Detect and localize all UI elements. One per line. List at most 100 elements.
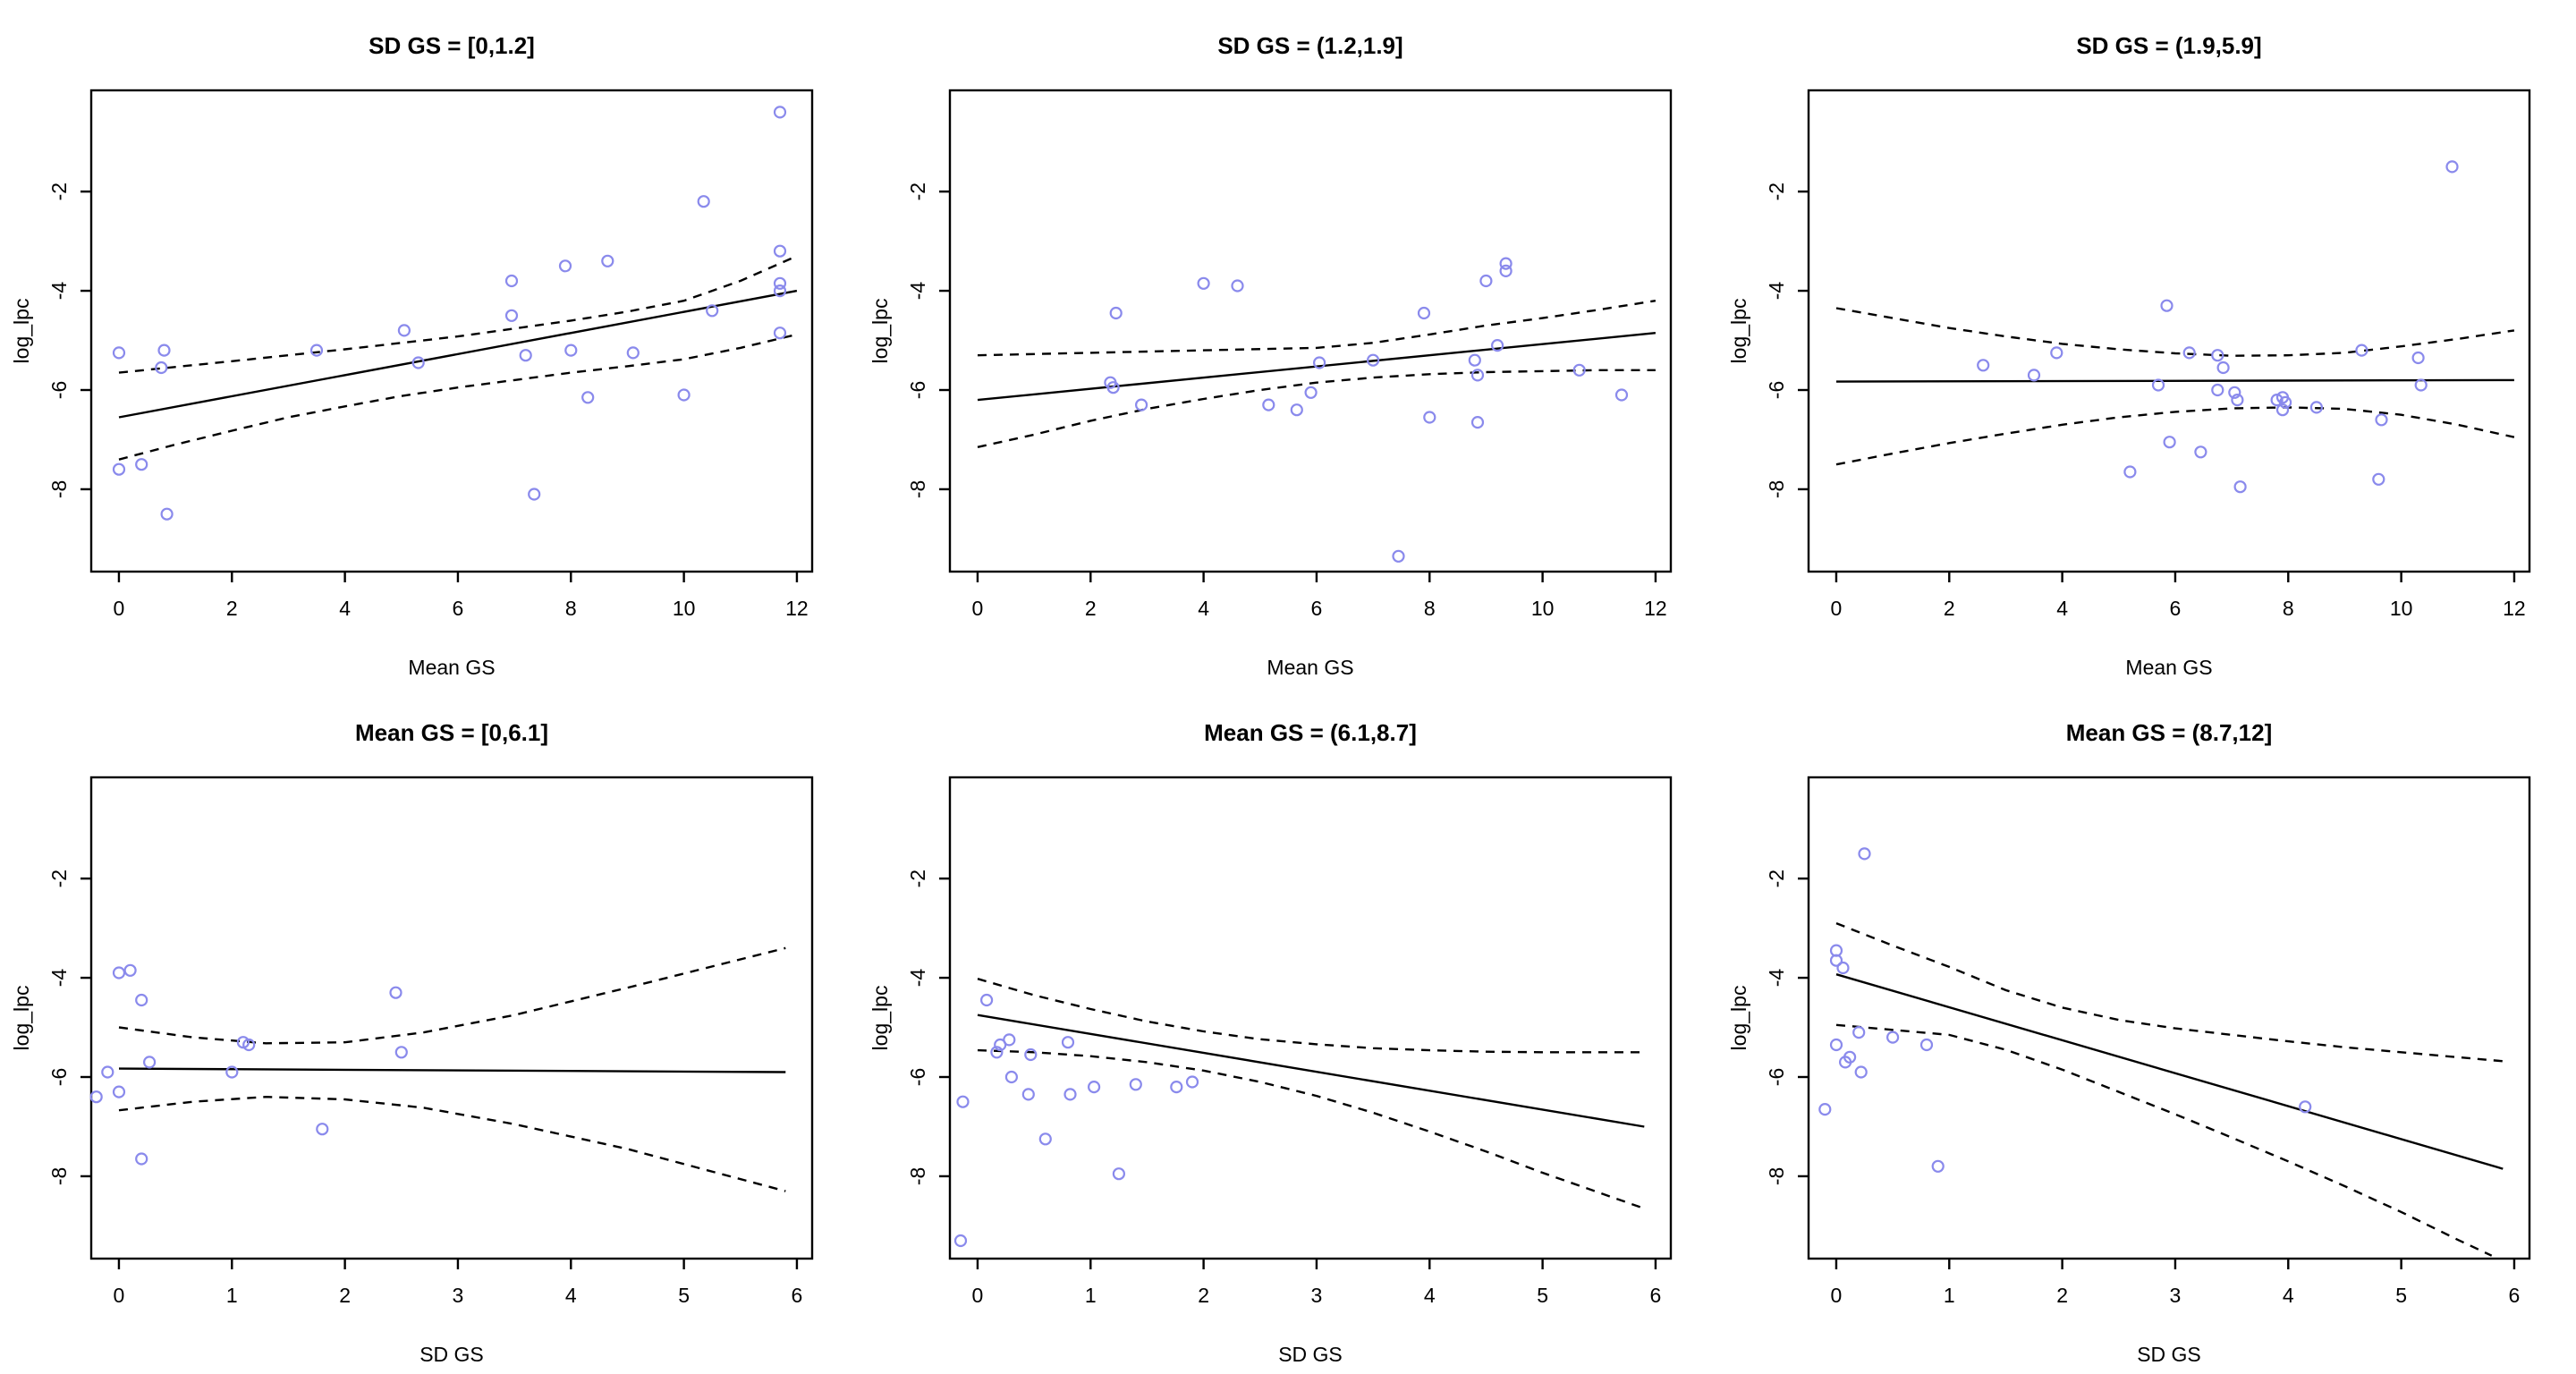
data-point	[528, 488, 541, 501]
fit-line	[118, 1067, 786, 1073]
data-point	[2151, 378, 2165, 392]
data-point	[160, 507, 174, 521]
data-point	[1479, 274, 1493, 288]
x-tick-label: 4	[1424, 1284, 1436, 1307]
x-tick-label: 2	[1198, 1284, 1209, 1307]
panel-3: SD GS = (1.9,5.9] 0 2 4 6 8 10 12 -2 -4 -6 -8 Mean G…	[1717, 0, 2576, 687]
data-point	[2027, 369, 2041, 382]
data-point	[1499, 257, 1513, 270]
data-point	[135, 458, 148, 471]
data-point	[1854, 1065, 1868, 1079]
plot-box	[89, 776, 814, 1260]
data-point	[316, 1123, 329, 1136]
x-tick-label: 8	[1424, 597, 1436, 620]
data-point	[2275, 403, 2290, 417]
y-axis-label: log_lpc	[869, 299, 892, 364]
x-tick-label: 1	[226, 1284, 238, 1307]
x-tick-label: 3	[1311, 1284, 1323, 1307]
fit-line	[977, 1014, 1645, 1128]
x-tick-label: 4	[565, 1284, 577, 1307]
x-tick-label: 0	[1831, 1284, 1843, 1307]
data-point	[1170, 1081, 1183, 1094]
data-point	[1829, 1038, 1843, 1052]
y-tick-label: -8	[1765, 480, 1788, 498]
data-point	[1366, 353, 1380, 367]
x-tick-label: 4	[339, 597, 351, 620]
x-tick-label: 2	[1944, 597, 1955, 620]
x-tick-label: 0	[114, 1284, 125, 1307]
confidence-band-lower	[977, 369, 1656, 448]
x-tick-label: 6	[1650, 1284, 1662, 1307]
data-point	[1852, 1026, 1866, 1039]
y-tick-label: -8	[906, 1167, 929, 1185]
data-point	[411, 356, 425, 369]
y-tick-label: -2	[906, 869, 929, 887]
data-point	[112, 1085, 126, 1098]
data-point	[2355, 344, 2368, 357]
data-point	[773, 276, 787, 290]
data-point	[1490, 339, 1504, 352]
data-point	[504, 309, 519, 322]
confidence-band-lower	[118, 333, 798, 461]
data-point	[1843, 1050, 1857, 1064]
y-tick-label: -6	[1765, 381, 1788, 399]
x-tick-label: 4	[2283, 1284, 2294, 1307]
data-point	[1109, 306, 1123, 320]
y-tick-label: -6	[906, 381, 929, 399]
data-point	[1231, 279, 1244, 293]
confidence-band-upper	[118, 946, 786, 1045]
data-point	[2411, 351, 2425, 365]
data-point	[112, 346, 126, 360]
data-point	[397, 324, 411, 337]
data-point	[2182, 346, 2196, 360]
x-tick-label: 8	[2283, 597, 2294, 620]
data-point	[1919, 1038, 1934, 1052]
x-tick-label: 5	[678, 1284, 690, 1307]
x-axis-label: SD GS	[2137, 1343, 2201, 1366]
data-point	[2163, 436, 2176, 449]
data-point	[2278, 395, 2292, 409]
data-point	[677, 388, 691, 402]
panel-title: SD GS = (1.9,5.9]	[2076, 32, 2261, 59]
data-point	[697, 195, 710, 208]
plot-box	[948, 89, 1673, 573]
x-axis-label: Mean GS	[2125, 656, 2212, 679]
y-tick-label: -4	[47, 282, 71, 301]
data-point	[1836, 961, 1850, 975]
plot-box	[89, 89, 814, 573]
y-tick-label: -6	[47, 381, 71, 399]
data-point	[706, 304, 719, 318]
data-point	[1262, 398, 1275, 411]
panel-1: SD GS = [0,1.2] 0 2 4 6 8 10 12 -2 -4 -6 -8 Mean GS l…	[0, 0, 859, 687]
data-point	[2160, 299, 2174, 312]
x-tick-label: 12	[2503, 597, 2526, 620]
confidence-band-upper	[1835, 307, 2515, 357]
data-point	[1392, 549, 1405, 563]
data-point	[2216, 360, 2230, 375]
data-point	[309, 344, 324, 357]
data-point	[394, 1046, 408, 1059]
x-axis-label: Mean GS	[1267, 656, 1353, 679]
data-point	[1112, 1167, 1125, 1181]
x-tick-label: 3	[453, 1284, 464, 1307]
confidence-band-upper	[1835, 921, 2504, 1063]
data-point	[564, 344, 578, 357]
data-point	[956, 1095, 970, 1108]
data-point	[1468, 353, 1481, 367]
data-point	[2050, 346, 2063, 360]
data-point	[1063, 1088, 1077, 1101]
data-point	[1290, 403, 1303, 417]
y-tick-label: -2	[1765, 869, 1788, 887]
x-tick-label: 10	[1531, 597, 1555, 620]
data-point	[581, 391, 595, 404]
data-point	[1038, 1132, 1052, 1146]
x-axis-label: SD GS	[419, 1343, 484, 1366]
x-tick-label: 12	[785, 597, 809, 620]
x-tick-label: 2	[2056, 1284, 2068, 1307]
plot-box	[1807, 89, 2531, 573]
y-axis-label: log_lpc	[1727, 299, 1750, 364]
data-point	[123, 963, 137, 977]
x-tick-label: 5	[1537, 1284, 1548, 1307]
confidence-band-lower	[1835, 1023, 2493, 1257]
data-point	[558, 259, 572, 273]
